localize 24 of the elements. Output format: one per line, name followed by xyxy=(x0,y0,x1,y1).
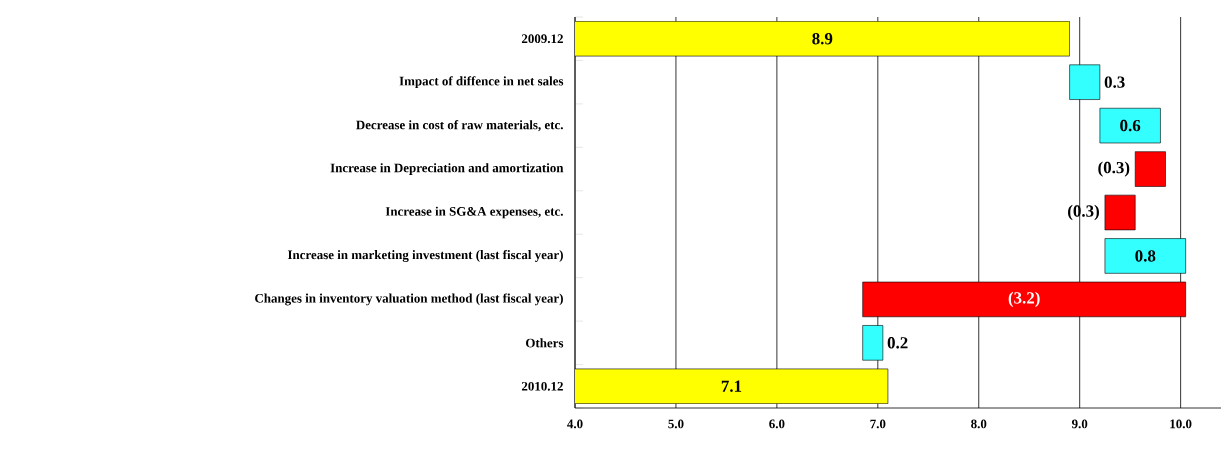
y-tick-label: Increase in SG&A expenses, etc. xyxy=(385,206,563,219)
x-tick-label: 6.0 xyxy=(769,419,785,429)
y-tick-label: Increase in marketing investment (last fiscal year) xyxy=(287,249,563,262)
data-label: 0.8 xyxy=(1135,250,1156,262)
data-label: 0.6 xyxy=(1120,119,1141,132)
x-tick-label: 9.0 xyxy=(1071,419,1088,429)
x-tick-label: 7.0 xyxy=(870,419,886,429)
x-tick-label: 5.0 xyxy=(668,419,684,429)
y-tick-label: 2009.12 xyxy=(521,34,563,44)
y-tick-label: Changes in inventory valuation method (last fiscal year) xyxy=(255,293,563,306)
data-label: (3.2) xyxy=(1008,291,1040,308)
x-tick-label: 10.0 xyxy=(1170,419,1192,429)
data-label: (0.3) xyxy=(1098,161,1130,177)
data-label: 0.3 xyxy=(1104,76,1125,88)
y-tick-label: Increase in Depreciation and amortization xyxy=(330,163,564,175)
y-tick-label: Impact of diffence in net sales xyxy=(399,76,564,89)
y-tick-label: 2010.12 xyxy=(521,381,563,391)
data-label: 8.9 xyxy=(812,32,833,45)
x-tick-label: 8.0 xyxy=(971,419,987,429)
data-label: 0.2 xyxy=(887,337,908,349)
x-tick-label: 4.0 xyxy=(567,419,583,429)
data-label: 7.1 xyxy=(721,380,742,392)
y-tick-label: Decrease in cost of raw materials, etc. xyxy=(356,120,563,132)
y-tick-label: Others xyxy=(525,338,564,348)
